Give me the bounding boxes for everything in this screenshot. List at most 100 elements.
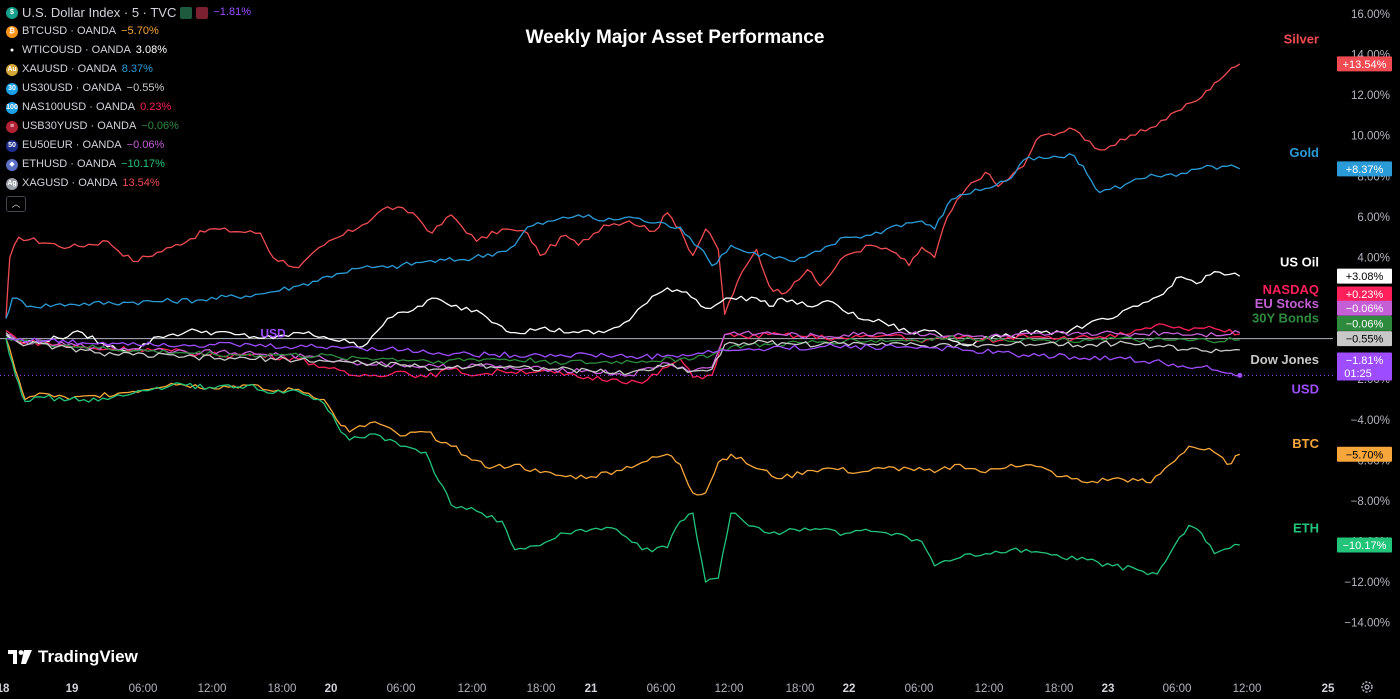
series-line-gold[interactable] — [5, 153, 1241, 319]
x-tick-label: 23 — [1102, 683, 1115, 695]
settings-button[interactable] — [1360, 680, 1374, 699]
legend-item-value: 13.54% — [122, 177, 160, 189]
series-label: NASDAQ — [1263, 282, 1319, 297]
us30-icon: 30 — [6, 82, 18, 95]
brand-name: TradingView — [38, 647, 138, 666]
x-tick-label: 12:00 — [1233, 683, 1262, 695]
series-line-eth[interactable] — [5, 338, 1240, 583]
legend-item[interactable]: ₿ BTCUSD · OANDA −5.70% — [6, 22, 251, 41]
dollar-icon: $ — [6, 6, 18, 19]
series-label: Dow Jones — [1250, 352, 1319, 367]
price-tag — [1337, 331, 1392, 347]
legend-item[interactable]: 100 NAS100USD · OANDA 0.23% — [6, 98, 251, 117]
legend-item-symbol: US30USD · OANDA — [22, 82, 122, 94]
legend-item-symbol: NAS100USD · OANDA — [22, 101, 136, 113]
y-tick-label: 10.00% — [1351, 131, 1390, 143]
legend-item[interactable]: 50 EU50EUR · OANDA −0.06% — [6, 136, 251, 155]
series-line-btc[interactable] — [5, 338, 1241, 496]
legend-item-symbol: WTICOUSD · OANDA — [22, 44, 131, 56]
series-label: Silver — [1284, 31, 1319, 46]
series-label: USD — [1292, 381, 1319, 396]
legend-item[interactable]: Au XAUUSD · OANDA 8.37% — [6, 60, 251, 79]
y-tick-label: 16.00% — [1351, 9, 1390, 21]
series-label: BTC — [1292, 436, 1319, 451]
y-tick-label: 12.00% — [1351, 90, 1390, 102]
tradingview-icon — [8, 650, 32, 664]
series-line-usd[interactable] — [5, 337, 1240, 377]
x-tick-label: 18:00 — [527, 683, 556, 695]
nas100-icon: 100 — [6, 101, 18, 114]
price-tag — [1337, 161, 1392, 177]
gold-icon: Au — [6, 63, 18, 76]
x-tick-label: 20 — [325, 683, 338, 695]
collapse-legend-button[interactable]: ︿ — [6, 196, 26, 212]
price-tag-text: −0.06% — [1346, 318, 1384, 330]
x-tick-label: 12:00 — [715, 683, 744, 695]
legend-item-value: −0.06% — [126, 139, 165, 151]
legend-item-value: −0.06% — [141, 120, 179, 132]
y-tick-label: 4.00% — [1357, 252, 1390, 264]
price-tag — [1337, 537, 1392, 553]
legend-item-symbol: EU50EUR · OANDA — [22, 139, 122, 151]
gear-icon — [1361, 681, 1373, 693]
x-tick-label: 18 — [0, 683, 10, 695]
y-tick-label: −12.00% — [1344, 577, 1390, 589]
price-tag-text: −0.55% — [1346, 334, 1384, 346]
x-tick-label: 12:00 — [458, 683, 487, 695]
bitcoin-icon: ₿ — [6, 25, 18, 38]
legend-main-row[interactable]: $ U.S. Dollar Index · 5 · TVC −1.81% — [6, 3, 251, 22]
eu50-icon: 50 — [6, 139, 18, 152]
us-flag-icon: ≡ — [6, 120, 18, 133]
series-line-dow-jones[interactable] — [5, 332, 1240, 376]
ethereum-icon: ◆ — [6, 158, 18, 171]
silver-icon: Ag — [6, 177, 18, 190]
price-tag — [1337, 286, 1392, 302]
legend-item[interactable]: Ag XAGUSD · OANDA 13.54% — [6, 174, 251, 193]
price-tag — [1337, 268, 1392, 284]
series-label: Gold — [1289, 145, 1319, 160]
legend-item[interactable]: ◆ ETHUSD · OANDA −10.17% — [6, 155, 251, 174]
x-tick-label: 06:00 — [129, 683, 158, 695]
price-tag-text: −5.70% — [1346, 449, 1384, 461]
price-tag-text: −1.81% — [1346, 355, 1384, 367]
legend-item-value: −10.17% — [121, 158, 165, 170]
legend-item[interactable]: ≡ USB30YUSD · OANDA −0.06% — [6, 117, 251, 136]
price-tag — [1337, 56, 1392, 72]
tradingview-logo[interactable]: TradingView — [8, 647, 138, 667]
x-tick-label: 06:00 — [387, 683, 416, 695]
x-tick-label: 21 — [585, 683, 598, 695]
legend-item-symbol: ETHUSD · OANDA — [22, 158, 117, 170]
x-tick-label: 22 — [843, 683, 856, 695]
series-line-us-oil[interactable] — [5, 271, 1241, 353]
x-tick-label: 12:00 — [975, 683, 1004, 695]
y-tick-label: 6.00% — [1357, 212, 1390, 224]
legend: $ U.S. Dollar Index · 5 · TVC −1.81% ₿ BT… — [6, 3, 251, 212]
x-tick-label: 12:00 — [198, 683, 227, 695]
x-tick-label: 06:00 — [1163, 683, 1192, 695]
price-tag — [1337, 446, 1392, 462]
x-tick-label: 18:00 — [1045, 683, 1074, 695]
price-tag — [1337, 300, 1392, 316]
price-tag-text: +8.37% — [1346, 164, 1384, 176]
legend-item-value: 8.37% — [121, 63, 153, 75]
usd-inline-label: USD — [260, 327, 286, 341]
series-line-30y-bonds[interactable] — [5, 335, 1240, 365]
legend-main-value: −1.81% — [213, 6, 251, 18]
market-closed-badge — [196, 6, 209, 19]
oil-drop-icon: ● — [6, 44, 18, 57]
x-tick-label: 06:00 — [647, 683, 676, 695]
price-tag-text: −10.17% — [1343, 540, 1387, 552]
price-tag-text: +0.23% — [1346, 289, 1384, 301]
legend-item-value: −0.55% — [126, 82, 165, 94]
x-tick-label: 19 — [66, 683, 79, 695]
status-badge — [180, 6, 193, 19]
series-line-silver[interactable] — [5, 63, 1241, 319]
legend-item[interactable]: 30 US30USD · OANDA −0.55% — [6, 79, 251, 98]
price-tag-text: +3.08% — [1346, 271, 1384, 283]
y-tick-label: −4.00% — [1351, 415, 1390, 427]
x-tick-label: 06:00 — [905, 683, 934, 695]
legend-item[interactable]: ● WTICOUSD · OANDA 3.08% — [6, 41, 251, 60]
x-tick-label: 18:00 — [786, 683, 815, 695]
series-label: EU Stocks — [1255, 296, 1319, 311]
